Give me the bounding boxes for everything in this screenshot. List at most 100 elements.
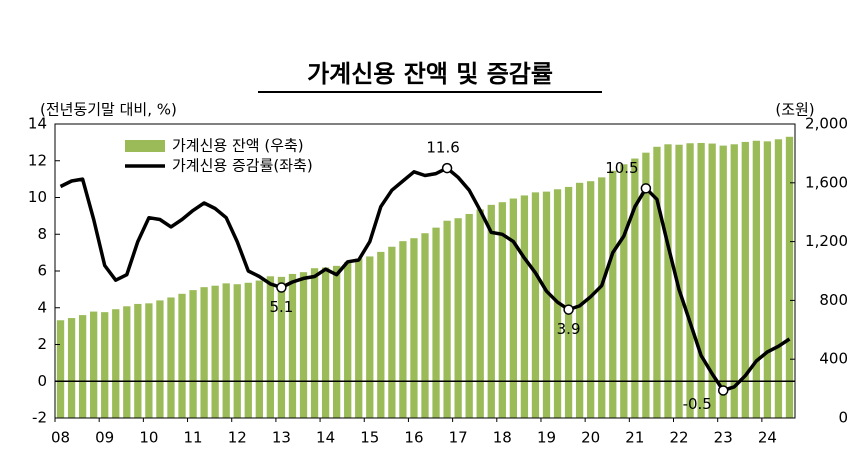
bar <box>675 144 683 419</box>
y-tick-label: 12 <box>28 151 47 169</box>
bar <box>476 209 484 418</box>
bar <box>399 241 407 418</box>
data-label: 11.6 <box>426 139 459 157</box>
bar <box>189 290 197 418</box>
point-marker <box>640 183 652 194</box>
bar <box>310 268 319 418</box>
bar <box>631 158 639 419</box>
data-label: 3.9 <box>557 320 581 338</box>
bar <box>112 309 120 418</box>
point-marker <box>441 162 453 174</box>
bar <box>67 318 76 418</box>
x-tick-label: 24 <box>758 429 777 447</box>
bar <box>78 315 87 418</box>
bar <box>134 303 142 418</box>
bar <box>708 143 716 418</box>
bar <box>167 297 175 418</box>
bar <box>443 220 451 418</box>
y2-tick-label: 1,200 <box>805 232 848 250</box>
x-tick-label: 09 <box>95 429 114 447</box>
bar <box>377 251 385 418</box>
bar <box>509 198 518 418</box>
bar <box>90 311 98 418</box>
x-tick-label: 10 <box>139 429 158 447</box>
bar <box>266 276 275 418</box>
y2-tick-label: 1,600 <box>805 173 848 191</box>
bar <box>344 262 352 418</box>
y2-axis-title: (조원) <box>775 101 814 119</box>
bar <box>454 218 462 418</box>
bar <box>774 139 783 418</box>
bar <box>432 227 440 418</box>
y-tick-label: 8 <box>37 225 47 243</box>
bar <box>321 267 330 418</box>
bar <box>145 303 153 418</box>
x-tick-label: 20 <box>581 429 600 447</box>
bar <box>233 284 241 418</box>
bar <box>642 152 650 419</box>
chart-title: 가계신용 잔액 및 증감률 <box>307 60 553 88</box>
bar <box>366 256 374 418</box>
y-tick-label: 14 <box>28 115 47 133</box>
y2-tick-label: 400 <box>819 350 848 368</box>
bar <box>741 141 749 418</box>
bar <box>730 144 738 418</box>
bar <box>56 320 65 418</box>
bar <box>487 204 495 418</box>
bar <box>421 233 429 418</box>
bar <box>200 287 208 418</box>
bar <box>244 282 252 418</box>
x-tick-label: 22 <box>669 429 688 447</box>
legend-swatch <box>125 140 165 152</box>
bar <box>587 181 595 418</box>
bar <box>498 202 506 418</box>
legend-label: 가계신용 잔액 (우축) <box>172 137 304 155</box>
bar <box>178 293 186 418</box>
x-tick-label: 13 <box>272 429 291 447</box>
x-tick-label: 23 <box>714 429 733 447</box>
bar <box>388 246 396 418</box>
bar <box>620 164 628 418</box>
x-tick-label: 17 <box>449 429 468 447</box>
bar <box>763 141 772 418</box>
y-tick-label: 6 <box>37 262 47 280</box>
x-tick-label: 16 <box>404 429 423 447</box>
bar <box>653 146 661 418</box>
bar <box>564 186 573 418</box>
bar <box>719 145 727 418</box>
x-tick-label: 14 <box>316 429 335 447</box>
bar <box>410 238 418 418</box>
y-tick-label: 0 <box>37 372 47 390</box>
bar <box>752 140 760 418</box>
bar <box>211 285 219 418</box>
bar <box>465 213 473 418</box>
x-tick-label: 11 <box>184 429 203 447</box>
bar <box>255 280 263 418</box>
bar <box>101 312 109 418</box>
x-tick-label: 19 <box>537 429 556 447</box>
y-tick-label: 4 <box>37 298 47 316</box>
data-label: 10.5 <box>605 159 638 177</box>
bar <box>288 273 297 418</box>
bar <box>664 144 672 418</box>
x-tick-label: 12 <box>228 429 247 447</box>
point-marker <box>276 282 287 293</box>
legend-label: 가계신용 증감률(좌축) <box>172 157 313 175</box>
point-marker <box>563 304 574 315</box>
bar <box>123 306 131 418</box>
bar <box>299 272 308 418</box>
bar <box>332 265 341 418</box>
line <box>59 166 791 393</box>
x-tick-label: 18 <box>493 429 512 447</box>
y-tick-label: 2 <box>37 335 47 353</box>
bar <box>531 192 540 418</box>
x-tick-label: 08 <box>51 429 70 447</box>
bar <box>520 195 529 418</box>
bar <box>156 300 164 418</box>
bar <box>598 177 606 418</box>
bar <box>686 143 694 418</box>
y2-tick-label: 0 <box>838 409 848 427</box>
x-tick-label: 15 <box>360 429 379 447</box>
bar <box>277 276 286 418</box>
